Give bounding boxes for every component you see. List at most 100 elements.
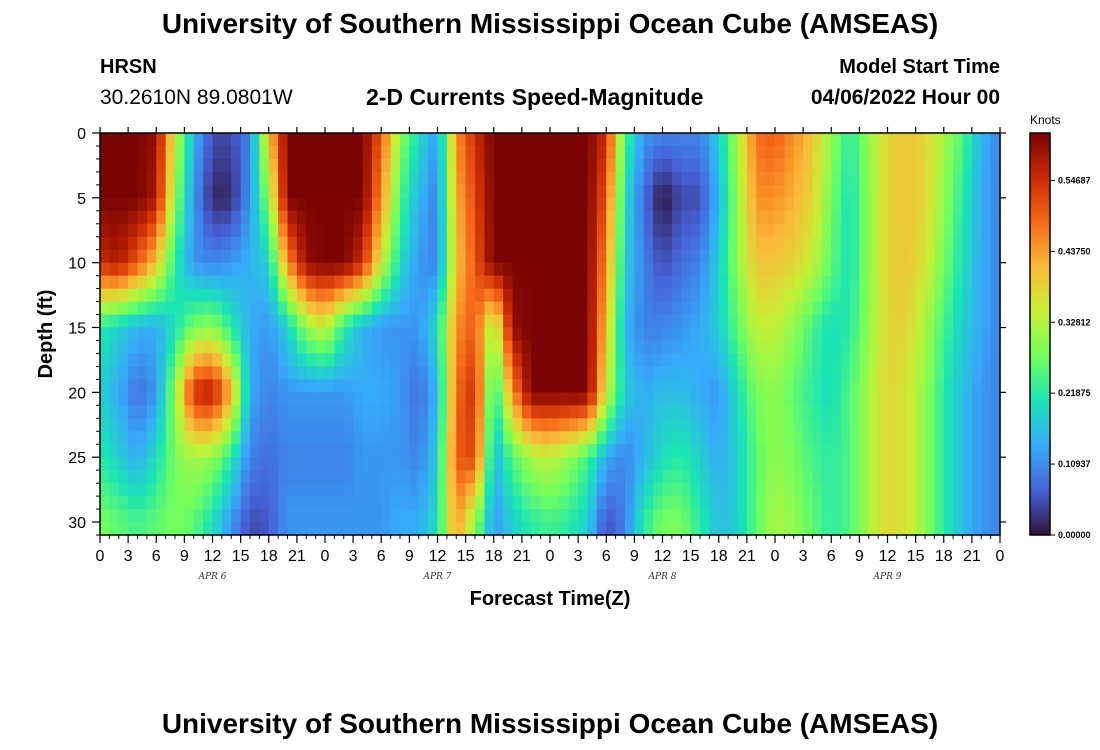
heatmap-cell [362,483,373,497]
heatmap-cell [353,483,364,497]
heatmap-cell [915,353,926,368]
heatmap-cell [446,522,457,536]
heatmap-cell [334,301,345,316]
heatmap-cell [306,353,317,368]
heatmap-cell [700,366,710,380]
x-tick-label: 6 [152,548,161,565]
heatmap-cell [850,366,860,380]
heatmap-cell [831,236,842,251]
heatmap-cell [718,223,729,238]
heatmap-cell [353,379,364,393]
heatmap-cell [146,171,157,186]
heatmap-cell [156,288,167,303]
heatmap-cell [203,184,214,199]
heatmap-cell [990,184,1001,199]
heatmap-cell [109,340,120,355]
heatmap-cell [662,210,673,225]
heatmap-cell [306,301,317,316]
heatmap-cell [859,340,870,355]
heatmap-cell [521,509,532,523]
heatmap-cell [671,392,682,406]
heatmap-cell [400,288,410,303]
heatmap-cell [212,444,223,458]
heatmap-cell [521,158,532,173]
heatmap-cell [681,288,692,303]
heatmap-cell [465,496,476,510]
heatmap-cell [184,223,195,238]
heatmap-cell [934,470,945,484]
heatmap-cell [390,133,401,147]
heatmap-cell [934,236,945,251]
heatmap-cell [203,158,214,173]
heatmap-cell [859,249,870,264]
y-tick-label: 30 [68,515,86,532]
heatmap-cell [446,249,457,264]
heatmap-cell [109,171,120,186]
heatmap-cell [765,197,776,212]
heatmap-cell [775,366,785,380]
colorbar-tick-label: 0.43750 [1058,246,1091,256]
heatmap-cell [437,236,448,251]
heatmap-cell [381,223,392,238]
heatmap-cell [184,353,195,368]
heatmap-cell [165,223,176,238]
heatmap-cell [390,314,401,329]
heatmap-cell [615,301,626,316]
heatmap-cell [568,392,579,406]
heatmap-cell [212,470,223,484]
heatmap-cell [915,483,926,497]
heatmap-cell [100,301,110,316]
heatmap-cell [756,249,767,264]
heatmap-cell [625,496,635,510]
heatmap-cell [446,288,457,303]
heatmap-cell [418,288,429,303]
heatmap-cell [221,444,232,458]
heatmap-cell [503,379,514,393]
heatmap-cell [709,340,720,355]
model-start-label: Model Start Time [839,56,1000,78]
heatmap-cell [990,379,1001,393]
heatmap-cell [512,171,523,186]
heatmap-cell [559,444,570,458]
heatmap-cell [550,366,560,380]
heatmap-cell [765,133,776,147]
heatmap-cell [850,275,860,290]
heatmap-cell [812,353,823,368]
heatmap-cell [418,275,429,290]
heatmap-cell [775,496,785,510]
heatmap-cell [156,392,167,406]
heatmap-cell [221,392,232,406]
heatmap-cell [568,314,579,329]
heatmap-cell [606,496,617,510]
heatmap-cell [821,223,832,238]
heatmap-cell [315,184,326,199]
heatmap-cell [212,522,223,536]
heatmap-cell [906,249,917,264]
heatmap-cell [746,236,757,251]
x-axis-title: Forecast Time(Z) [470,588,631,610]
heatmap-cell [259,145,270,160]
heatmap-cell [709,379,720,393]
heatmap-cell [718,496,729,510]
heatmap-cell [671,184,682,199]
heatmap-cell [193,366,204,380]
heatmap-cell [456,184,467,199]
heatmap-cell [709,522,720,536]
heatmap-cell [784,457,795,471]
heatmap-cell [587,158,598,173]
heatmap-cell [981,431,992,445]
heatmap-cell [728,223,739,238]
heatmap-cell [887,405,898,419]
heatmap-cell [662,405,673,419]
heatmap-cell [625,133,635,147]
heatmap-cell [718,418,729,432]
heatmap-cell [821,275,832,290]
heatmap-cell [709,392,720,406]
heatmap-cell [578,314,589,329]
heatmap-cell [625,353,635,368]
heatmap-cell [343,431,354,445]
heatmap-cell [690,405,701,419]
heatmap-cell [690,327,701,342]
heatmap-cell [765,223,776,238]
heatmap-cell [362,197,373,212]
